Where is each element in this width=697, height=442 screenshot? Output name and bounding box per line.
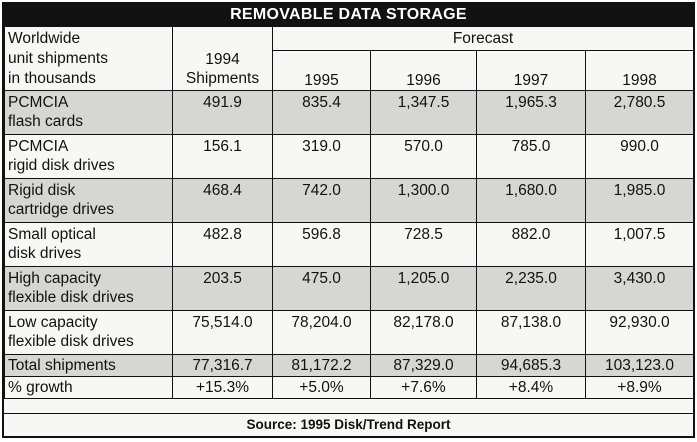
table-row: Low capacity flexible disk drives 75,514.0… [4, 310, 694, 355]
row-header-line: in thousands [8, 69, 96, 87]
value-cell: 75,514.0 [172, 310, 273, 355]
value-cell: 491.9 [172, 90, 273, 135]
value-cell: 156.1 [172, 134, 273, 179]
row-label-line: cartridge drives [8, 201, 114, 218]
value-cell: 78,204.0 [272, 310, 371, 355]
value-cell: 785.0 [476, 134, 586, 179]
total-row-value: 103,123.0 [585, 354, 694, 377]
shipments-label: Shipments [185, 70, 260, 87]
row-label: High capacity flexible disk drives [4, 266, 173, 311]
growth-row: % growth +15.3% +5.0% +7.6% +8.4% +8.9% [4, 376, 694, 399]
value-cell: 742.0 [272, 178, 371, 223]
table-title: REMOVABLE DATA STORAGE [4, 4, 693, 26]
row-label-line: flexible disk drives [8, 289, 134, 306]
value-cell: 990.0 [585, 134, 694, 179]
growth-row-label: % growth [4, 376, 173, 399]
row-label: PCMCIA rigid disk drives [4, 134, 173, 179]
value-cell: 835.4 [272, 90, 371, 135]
year-header: 1996 [370, 50, 477, 91]
forecast-header: Forecast [272, 26, 694, 51]
growth-row-value: +5.0% [272, 376, 371, 399]
value-cell: 596.8 [272, 222, 371, 267]
value-cell: 1,965.3 [476, 90, 586, 135]
table-row: High capacity flexible disk drives 203.5 47… [4, 266, 694, 311]
row-label-line: flash cards [8, 113, 83, 130]
row-label-line: Low capacity [8, 314, 98, 331]
value-cell: 1,680.0 [476, 178, 586, 223]
value-cell: 1,007.5 [585, 222, 694, 267]
row-label-line: Small optical [8, 226, 96, 243]
value-cell: 570.0 [370, 134, 477, 179]
row-label-line: Rigid disk [8, 182, 76, 199]
growth-row-value: +8.9% [585, 376, 694, 399]
row-label-line: High capacity [8, 270, 102, 287]
growth-row-value: +15.3% [172, 376, 273, 399]
value-cell: 2,235.0 [476, 266, 586, 311]
year-header: 1995 [272, 50, 371, 91]
value-cell: 468.4 [172, 178, 273, 223]
value-cell: 2,780.5 [585, 90, 694, 135]
row-label-line: disk drives [8, 245, 82, 262]
row-label: Small optical disk drives [4, 222, 173, 267]
shipments-1994-header: 1994 Shipments [172, 26, 273, 91]
growth-row-value: +7.6% [370, 376, 477, 399]
value-cell: 1,300.0 [370, 178, 477, 223]
row-header-line: unit shipments [8, 49, 108, 67]
value-cell: 82,178.0 [370, 310, 477, 355]
row-header-line: Worldwide [8, 29, 81, 47]
total-row-value: 87,329.0 [370, 354, 477, 377]
source-note: Source: 1995 Disk/Trend Report [4, 413, 693, 436]
row-label-line: rigid disk drives [8, 157, 115, 174]
row-label-line: PCMCIA [8, 138, 69, 155]
total-row-value: 77,316.7 [172, 354, 273, 377]
year-header: 1998 [585, 50, 694, 91]
total-row-label: Total shipments [4, 354, 173, 377]
value-cell: 87,138.0 [476, 310, 586, 355]
total-row: Total shipments 77,316.7 81,172.2 87,329.0 9… [4, 354, 694, 377]
value-cell: 482.8 [172, 222, 273, 267]
data-table: Worldwide unit shipments in thousands 19… [4, 26, 694, 399]
row-label: PCMCIA flash cards [4, 90, 173, 135]
value-cell: 1,985.0 [585, 178, 694, 223]
table-row: PCMCIA flash cards 491.9 835.4 1,347.5 1,965.… [4, 90, 694, 135]
value-cell: 203.5 [172, 266, 273, 311]
value-cell: 3,430.0 [585, 266, 694, 311]
total-row-value: 81,172.2 [272, 354, 371, 377]
value-cell: 1,205.0 [370, 266, 477, 311]
growth-row-value: +8.4% [476, 376, 586, 399]
value-cell: 1,347.5 [370, 90, 477, 135]
value-cell: 728.5 [370, 222, 477, 267]
shipments-year: 1994 [205, 51, 240, 68]
row-label-line: flexible disk drives [8, 333, 134, 350]
value-cell: 882.0 [476, 222, 586, 267]
table-row: Rigid disk cartridge drives 468.4 742.0 1,30… [4, 178, 694, 223]
value-cell: 92,930.0 [585, 310, 694, 355]
table-row: PCMCIA rigid disk drives 156.1 319.0 570.0 78… [4, 134, 694, 179]
row-header-cell: Worldwide unit shipments in thousands [4, 26, 173, 91]
value-cell: 475.0 [272, 266, 371, 311]
row-label: Low capacity flexible disk drives [4, 310, 173, 355]
total-row-value: 94,685.3 [476, 354, 586, 377]
table-row: Small optical disk drives 482.8 596.8 728.5 8… [4, 222, 694, 267]
row-label-line: PCMCIA [8, 94, 69, 111]
year-header: 1997 [476, 50, 586, 91]
row-label: Rigid disk cartridge drives [4, 178, 173, 223]
value-cell: 319.0 [272, 134, 371, 179]
